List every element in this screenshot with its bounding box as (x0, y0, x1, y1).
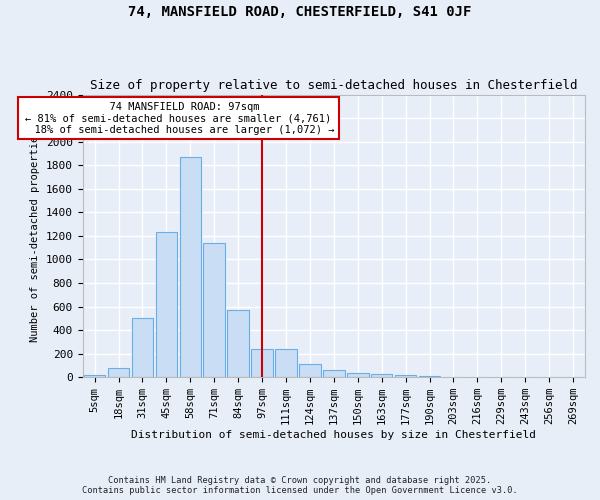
Bar (514, 376, 536, 377)
Text: 74, MANSFIELD ROAD, CHESTERFIELD, S41 0JF: 74, MANSFIELD ROAD, CHESTERFIELD, S41 0J… (128, 5, 472, 19)
Bar (323, 370, 344, 377)
Bar (275, 349, 297, 377)
Bar (155, 232, 177, 377)
Bar (84, 375, 106, 377)
Bar (395, 376, 416, 377)
Bar (538, 376, 560, 377)
Bar (203, 243, 225, 377)
Y-axis label: Number of semi-detached properties: Number of semi-detached properties (31, 130, 40, 342)
Text: Contains HM Land Registry data © Crown copyright and database right 2025.
Contai: Contains HM Land Registry data © Crown c… (82, 476, 518, 495)
Bar (179, 157, 201, 377)
Bar (371, 374, 392, 377)
Text: 74 MANSFIELD ROAD: 97sqm
← 81% of semi-detached houses are smaller (4,761)
  18%: 74 MANSFIELD ROAD: 97sqm ← 81% of semi-d… (22, 102, 335, 135)
Bar (347, 372, 368, 377)
Bar (419, 376, 440, 377)
Title: Size of property relative to semi-detached houses in Chesterfield: Size of property relative to semi-detach… (90, 79, 578, 92)
Bar (108, 368, 130, 377)
Bar (132, 318, 153, 377)
Bar (562, 376, 584, 377)
Bar (227, 310, 249, 377)
Bar (299, 364, 320, 377)
Bar (251, 349, 273, 377)
Bar (491, 376, 512, 377)
X-axis label: Distribution of semi-detached houses by size in Chesterfield: Distribution of semi-detached houses by … (131, 430, 536, 440)
Bar (467, 376, 488, 377)
Bar (443, 376, 464, 377)
